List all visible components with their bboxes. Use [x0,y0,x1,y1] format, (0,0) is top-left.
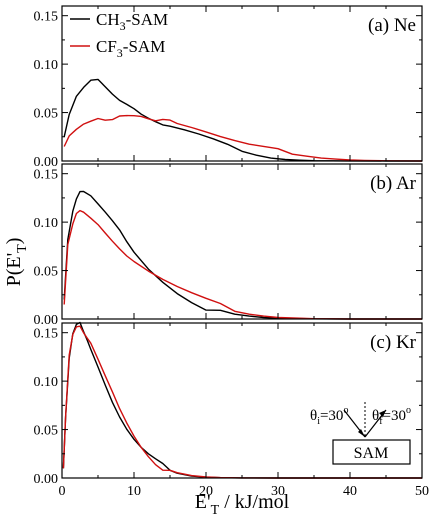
panel-2: 0.00 0.05 0.10 0.15 (c) Kr [34,321,423,487]
series-line-1-1 [63,209,422,320]
sam-box-label: SAM [354,445,389,462]
x-tick-label-1: 10 [127,484,141,499]
sam-box [332,439,411,465]
y-tick-label-1-0: 0.00 [34,313,59,328]
y-tick-label-0-2: 0.10 [34,58,59,73]
x-tick-label-0: 0 [59,484,66,499]
series-line-2-1 [62,325,422,479]
panel-1: 0.00 0.05 0.10 0.15 (b) Ar [34,163,423,328]
theta-f-label: θf=30o [372,405,411,427]
y-tick-label-2-1: 0.05 [34,424,59,439]
legend-label-cf3: CF3-SAM [96,37,165,60]
scattering-inset: θi=30o θf=30o SAM [310,402,411,465]
x-tick-label-5: 50 [415,484,429,499]
x-tick-label-3: 30 [271,484,285,499]
y-tick-label-0-1: 0.05 [34,107,59,122]
x-tick-label-4: 40 [343,484,357,499]
y-tick-label-0-3: 0.15 [34,10,59,25]
panels: 0.00 0.05 0.10 0.15 (a) Ne 0.00 0.05 0.10 0.15 (b… [34,5,423,487]
legend-label-ch3: CH3-SAM [96,10,168,33]
legend: CH3-SAM CF3-SAM [70,10,168,60]
y-tick-label-2-3: 0.15 [34,327,59,342]
panel-0: 0.00 0.05 0.10 0.15 (a) Ne [34,5,423,170]
y-tick-label-2-0: 0.00 [34,472,59,487]
x-tick-labels: 0 10 20 30 40 50 [59,484,430,499]
y-tick-label-1-2: 0.10 [34,216,59,231]
incident-arrowhead [358,429,365,437]
series-line-0-1 [63,114,423,162]
series-line-0-0 [63,78,422,162]
shared-xlabel: E'T / kJ/mol [195,491,290,518]
y-tick-label-0-0: 0.00 [34,155,59,170]
series-line-1-0 [63,190,422,320]
shared-ylabel: P(E'T) [3,238,30,287]
panel-title-0: (a) Ne [368,15,416,36]
y-tick-label-2-2: 0.10 [34,375,59,390]
theta-i-label: θi=30o [310,405,348,427]
panel-title-1: (b) Ar [370,173,417,194]
x-tick-label-2: 20 [199,484,213,499]
panel-title-2: (c) Kr [370,332,417,353]
scattered-arrowhead [379,410,386,417]
y-tick-label-1-1: 0.05 [34,265,59,280]
y-tick-label-1-3: 0.15 [34,168,59,183]
plot-frame-1 [61,163,423,320]
